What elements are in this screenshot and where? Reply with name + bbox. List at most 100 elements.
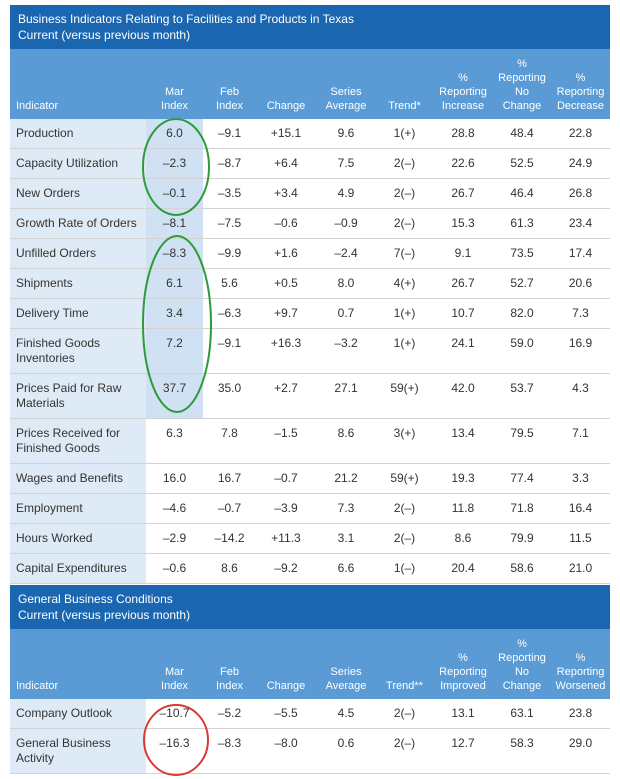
cell-value: 0.6 bbox=[316, 728, 376, 774]
column-header: Mar Index bbox=[146, 629, 203, 699]
header-line: Average bbox=[325, 680, 367, 692]
indicator-name: Delivery Time bbox=[10, 298, 146, 329]
cell-value: 7.3 bbox=[316, 493, 376, 524]
header-line: Indicator bbox=[16, 680, 59, 692]
table-body: Company Outlook –10.7 –5.2 –5.5 4.5 2(–) 13.1 6… bbox=[10, 699, 610, 774]
cell-value: 2(–) bbox=[376, 523, 433, 554]
header-line: No bbox=[514, 666, 530, 678]
indicator-name: Finished Goods Inventories bbox=[10, 328, 146, 374]
column-header: Trend** bbox=[376, 629, 433, 699]
header-line: Reporting bbox=[556, 86, 605, 98]
header-line: Reporting bbox=[556, 666, 605, 678]
facilities-table-block: Business Indicators Relating to Faciliti… bbox=[10, 5, 610, 584]
cell-value: 7(–) bbox=[376, 238, 433, 269]
indicator-name: Prices Received for Finished Goods bbox=[10, 418, 146, 464]
cell-value: 8.0 bbox=[316, 268, 376, 299]
cell-value: –16.3 bbox=[146, 728, 203, 774]
header-line: Worsened bbox=[555, 680, 606, 692]
header-line: Reporting bbox=[498, 72, 546, 84]
cell-value: 16.4 bbox=[551, 493, 610, 524]
cell-value: –5.5 bbox=[256, 699, 316, 729]
header-line: Trend* bbox=[388, 100, 421, 112]
table-row: Prices Received for Finished Goods 6.3 7.8… bbox=[10, 418, 610, 464]
cell-value: 3.3 bbox=[551, 463, 610, 494]
cell-value: 4(+) bbox=[376, 268, 433, 299]
cell-value: 23.8 bbox=[551, 699, 610, 729]
cell-value: 79.9 bbox=[493, 523, 551, 554]
cell-value: 61.3 bbox=[493, 208, 551, 239]
cell-value: +11.3 bbox=[256, 523, 316, 554]
cell-value: +15.1 bbox=[256, 119, 316, 149]
header-line: Change bbox=[266, 100, 306, 112]
cell-value: –0.9 bbox=[316, 208, 376, 239]
table-subtitle: Current (versus previous month) bbox=[18, 608, 191, 622]
cell-value: 2(–) bbox=[376, 699, 433, 729]
cell-value: 13.4 bbox=[433, 418, 493, 464]
cell-value: 2(–) bbox=[376, 728, 433, 774]
cell-value: 24.1 bbox=[433, 328, 493, 374]
column-header: % Reporting Improved bbox=[433, 629, 493, 699]
cell-value: 59.0 bbox=[493, 328, 551, 374]
cell-value: 6.0 bbox=[146, 119, 203, 149]
cell-value: 58.6 bbox=[493, 553, 551, 584]
cell-value: 37.7 bbox=[146, 373, 203, 419]
indicator-name: Capacity Utilization bbox=[10, 148, 146, 179]
cell-value: 1(+) bbox=[376, 298, 433, 329]
indicator-name: General Business Activity bbox=[10, 728, 146, 774]
header-line: Index bbox=[161, 100, 188, 112]
column-header: Trend* bbox=[376, 49, 433, 119]
cell-value: –14.2 bbox=[203, 523, 256, 554]
cell-value: –9.9 bbox=[203, 238, 256, 269]
indicator-name: Shipments bbox=[10, 268, 146, 299]
header-line: Average bbox=[325, 100, 367, 112]
cell-value: 12.7 bbox=[433, 728, 493, 774]
cell-value: 8.6 bbox=[203, 553, 256, 584]
header-line: Increase bbox=[441, 100, 485, 112]
cell-value: 2(–) bbox=[376, 208, 433, 239]
header-line: No bbox=[514, 86, 530, 98]
cell-value: 26.7 bbox=[433, 268, 493, 299]
cell-value: 77.4 bbox=[493, 463, 551, 494]
table-row: Prices Paid for Raw Materials 37.7 35.0 +2.… bbox=[10, 373, 610, 419]
table-row: Shipments 6.1 5.6 +0.5 8.0 4(+) 26.7 52.7 20.6 bbox=[10, 268, 610, 299]
header-line: Reporting bbox=[439, 666, 487, 678]
cell-value: –0.7 bbox=[256, 463, 316, 494]
cell-value: 24.9 bbox=[551, 148, 610, 179]
cell-value: –9.2 bbox=[256, 553, 316, 584]
cell-value: –1.5 bbox=[256, 418, 316, 464]
data-table: Indicator Mar Index Feb Index Change Series Ave… bbox=[10, 49, 610, 584]
column-header: Series Average bbox=[316, 49, 376, 119]
indicator-name: Employment bbox=[10, 493, 146, 524]
cell-value: 48.4 bbox=[493, 119, 551, 149]
header-line: Series bbox=[330, 86, 362, 98]
cell-value: –0.6 bbox=[146, 553, 203, 584]
cell-value: 42.0 bbox=[433, 373, 493, 419]
cell-value: –5.2 bbox=[203, 699, 256, 729]
header-row: Indicator Mar Index Feb Index Change Series Ave… bbox=[10, 629, 610, 699]
indicator-name: Company Outlook bbox=[10, 699, 146, 729]
table-row: Wages and Benefits 16.0 16.7 –0.7 21.2 59(+) 1… bbox=[10, 463, 610, 494]
header-line: Improved bbox=[440, 680, 486, 692]
cell-value: 27.1 bbox=[316, 373, 376, 419]
cell-value: 4.9 bbox=[316, 178, 376, 209]
cell-value: 2(–) bbox=[376, 148, 433, 179]
header-line: Change bbox=[502, 100, 542, 112]
cell-value: 3.4 bbox=[146, 298, 203, 329]
indicator-name: Growth Rate of Orders bbox=[10, 208, 146, 239]
cell-value: 10.7 bbox=[433, 298, 493, 329]
header-row: Indicator Mar Index Feb Index Change Series Ave… bbox=[10, 49, 610, 119]
table-row: Delivery Time 3.4 –6.3 +9.7 0.7 1(+) 10.7 82.0 7… bbox=[10, 298, 610, 329]
cell-value: 8.6 bbox=[316, 418, 376, 464]
cell-value: 29.0 bbox=[551, 728, 610, 774]
cell-value: –3.9 bbox=[256, 493, 316, 524]
cell-value: 63.1 bbox=[493, 699, 551, 729]
cell-value: 6.1 bbox=[146, 268, 203, 299]
cell-value: +0.5 bbox=[256, 268, 316, 299]
table-row: Finished Goods Inventories 7.2 –9.1 +16.3 –3… bbox=[10, 328, 610, 374]
header-line: % bbox=[575, 652, 586, 664]
cell-value: 8.6 bbox=[433, 523, 493, 554]
cell-value: 5.6 bbox=[203, 268, 256, 299]
cell-value: 52.5 bbox=[493, 148, 551, 179]
cell-value: –2.4 bbox=[316, 238, 376, 269]
cell-value: 0.7 bbox=[316, 298, 376, 329]
